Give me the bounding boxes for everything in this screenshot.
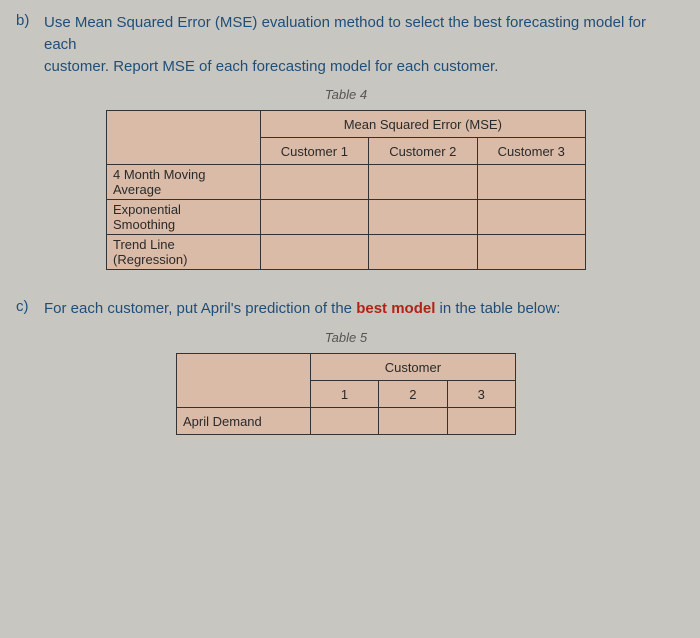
table5-caption: Table 5 (16, 330, 676, 345)
table4: Mean Squared Error (MSE) Customer 1 Cust… (106, 110, 586, 270)
table5-cell (447, 408, 515, 435)
table4-caption: Table 4 (16, 87, 676, 102)
table4-row1-label-l1: 4 Month Moving (113, 167, 206, 182)
table5-cell (379, 408, 447, 435)
table4-row2-label: Exponential Smoothing (107, 200, 261, 235)
table4-header-row1: Mean Squared Error (MSE) (107, 111, 586, 138)
table4-cell (477, 235, 585, 270)
table4-group-header: Mean Squared Error (MSE) (260, 111, 585, 138)
question-b: b) Use Mean Squared Error (MSE) evaluati… (16, 12, 676, 77)
table4-corner-cell (107, 111, 261, 165)
question-c-best: best model (356, 300, 435, 317)
table5-col-3: 3 (447, 381, 515, 408)
table4-row1-label-l2: Average (113, 182, 161, 197)
table4-cell (260, 200, 368, 235)
table5: Customer 1 2 3 April Demand (176, 353, 516, 435)
question-c-after: in the table below: (435, 300, 560, 317)
table4-cell (369, 200, 477, 235)
table4-row2-label-l2: Smoothing (113, 217, 175, 232)
table4-col-1: Customer 1 (260, 138, 368, 165)
question-c-text: For each customer, put April's predictio… (44, 298, 560, 320)
table5-row-label: April Demand (177, 408, 311, 435)
table5-group-header: Customer (310, 354, 515, 381)
table4-cell (260, 165, 368, 200)
table4-cell (477, 200, 585, 235)
table4-col-2: Customer 2 (369, 138, 477, 165)
table5-header-row1: Customer (177, 354, 516, 381)
question-b-line2: customer. Report MSE of each forecasting… (44, 58, 498, 75)
question-c-label: c) (16, 298, 34, 320)
page-content: b) Use Mean Squared Error (MSE) evaluati… (0, 0, 700, 459)
table4-row1-label: 4 Month Moving Average (107, 165, 261, 200)
table5-col-2: 2 (379, 381, 447, 408)
question-c-before: For each customer, put April's predictio… (44, 300, 356, 317)
table4-cell (369, 235, 477, 270)
question-b-label: b) (16, 12, 34, 77)
question-b-text: Use Mean Squared Error (MSE) evaluation … (44, 12, 676, 77)
table4-row3-label: Trend Line (Regression) (107, 235, 261, 270)
table5-col-1: 1 (310, 381, 378, 408)
table4-row3-label-l2: (Regression) (113, 252, 187, 267)
table4-cell (369, 165, 477, 200)
table4-cell (260, 235, 368, 270)
table4-col-3: Customer 3 (477, 138, 585, 165)
question-b-line1: Use Mean Squared Error (MSE) evaluation … (44, 14, 646, 53)
table5-cell (310, 408, 378, 435)
table-row: April Demand (177, 408, 516, 435)
table4-cell (477, 165, 585, 200)
table5-corner-cell (177, 354, 311, 408)
table4-row2-label-l1: Exponential (113, 202, 181, 217)
question-c: c) For each customer, put April's predic… (16, 298, 676, 320)
table4-row3-label-l1: Trend Line (113, 237, 175, 252)
